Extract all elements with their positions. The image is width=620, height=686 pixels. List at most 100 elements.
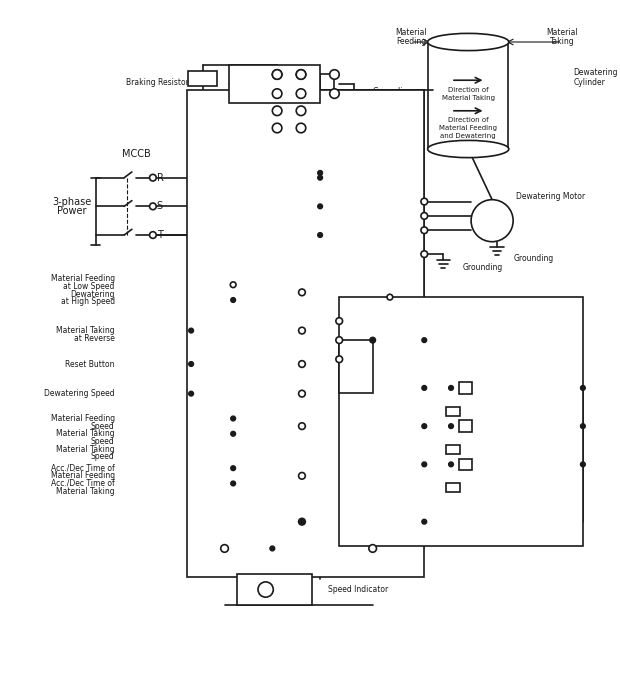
Text: X6(RST): X6(RST): [307, 359, 346, 369]
Text: Power: Power: [242, 236, 284, 250]
Text: T: T: [157, 230, 162, 240]
Bar: [446, 445, 459, 454]
Circle shape: [580, 462, 585, 466]
Text: at High Speed: at High Speed: [61, 298, 115, 307]
Text: Grounding: Grounding: [373, 87, 413, 96]
Text: Reset Button: Reset Button: [65, 359, 115, 368]
Circle shape: [272, 70, 282, 80]
Text: C: C: [330, 354, 337, 364]
Text: X3: X3: [307, 389, 319, 399]
Text: X1(RUN): X1(RUN): [307, 287, 348, 297]
Bar: [237, 574, 311, 605]
Text: R1K1: R1K1: [447, 399, 466, 405]
Text: R3B2: R3B2: [515, 414, 532, 419]
Text: Indicator of Fault: Indicator of Fault: [468, 310, 533, 319]
Text: R1K3: R1K3: [202, 407, 222, 416]
Text: Material Feeding: Material Feeding: [51, 414, 115, 423]
Text: at Low Speed: at Low Speed: [63, 282, 115, 291]
Circle shape: [230, 282, 236, 287]
Circle shape: [272, 123, 282, 133]
Text: S1: S1: [440, 374, 451, 383]
Circle shape: [330, 88, 339, 98]
Text: R2B2: R2B2: [515, 452, 532, 458]
Text: Material Taking: Material Taking: [56, 326, 115, 335]
Text: Grounding: Grounding: [513, 255, 554, 263]
Text: R3: R3: [461, 462, 469, 467]
Circle shape: [149, 203, 156, 210]
Text: Power: Power: [57, 206, 86, 216]
Circle shape: [387, 294, 392, 300]
Text: R3B1: R3B1: [515, 376, 532, 381]
Text: Feeding: Feeding: [396, 36, 426, 45]
Circle shape: [422, 424, 427, 429]
Circle shape: [421, 251, 428, 257]
Bar: [446, 484, 459, 492]
Bar: [229, 65, 320, 103]
Text: B: B: [330, 316, 337, 326]
Circle shape: [299, 289, 305, 296]
Bar: [459, 421, 472, 432]
Text: R2: R2: [461, 424, 469, 429]
Circle shape: [336, 356, 343, 363]
Circle shape: [296, 88, 306, 98]
Text: Dewatering Speed: Dewatering Speed: [44, 389, 115, 398]
Text: COM: COM: [427, 431, 450, 440]
Text: Direction of: Direction of: [448, 117, 489, 123]
Text: R3K2: R3K2: [202, 320, 222, 329]
Circle shape: [330, 70, 339, 80]
Text: Material: Material: [395, 28, 427, 37]
Circle shape: [272, 70, 282, 80]
Text: 3-phase: 3-phase: [52, 197, 91, 206]
Text: Grounding: Grounding: [463, 263, 503, 272]
Circle shape: [422, 519, 427, 524]
Text: Speed: Speed: [91, 452, 115, 461]
Text: R1K2: R1K2: [202, 272, 222, 281]
Text: Power: Power: [242, 245, 284, 259]
Circle shape: [258, 582, 273, 598]
Circle shape: [422, 338, 427, 342]
Text: X2(F/R): X2(F/R): [307, 326, 343, 335]
Text: Acc./Dec Time of: Acc./Dec Time of: [51, 479, 115, 488]
Text: Material: Material: [546, 28, 578, 37]
Text: Dewatering: Dewatering: [70, 289, 115, 299]
Text: R1K4: R1K4: [202, 457, 222, 466]
Text: Material Taking: Material Taking: [56, 486, 115, 495]
Circle shape: [449, 462, 453, 466]
Bar: [339, 297, 583, 545]
Text: W: W: [410, 225, 420, 235]
Text: ST: ST: [391, 280, 402, 289]
Text: Dewatering: Dewatering: [574, 68, 618, 77]
Text: R1B2: R1B2: [485, 452, 501, 458]
Text: Material Feeding: Material Feeding: [51, 274, 115, 283]
Ellipse shape: [428, 34, 509, 51]
Text: M0: M0: [245, 556, 260, 566]
Text: COM: COM: [307, 517, 330, 527]
Circle shape: [317, 176, 322, 180]
Text: A: A: [330, 335, 337, 345]
Text: Material Taking: Material Taking: [441, 95, 495, 102]
Bar: [446, 407, 459, 416]
Text: R2K1: R2K1: [447, 438, 466, 443]
Bar: [188, 71, 217, 86]
Text: Material Feeding: Material Feeding: [439, 125, 497, 131]
Text: R1: R1: [461, 386, 469, 390]
Circle shape: [231, 416, 236, 421]
Text: R2K3: R2K3: [202, 383, 222, 392]
Circle shape: [369, 545, 376, 552]
Circle shape: [296, 70, 306, 80]
Text: S3: S3: [440, 450, 451, 460]
Circle shape: [299, 390, 305, 397]
Text: Cylinder: Cylinder: [574, 78, 605, 86]
Text: M: M: [484, 211, 500, 230]
Text: MCCB: MCCB: [122, 149, 151, 158]
Text: R3K3: R3K3: [202, 425, 222, 434]
Circle shape: [270, 546, 275, 551]
Circle shape: [421, 198, 428, 205]
Text: Material Taking: Material Taking: [56, 445, 115, 453]
Circle shape: [188, 362, 193, 366]
Bar: [459, 382, 472, 394]
Text: AC Drive: AC Drive: [248, 206, 345, 226]
Text: R2K2: R2K2: [202, 291, 222, 300]
Circle shape: [421, 227, 428, 234]
Circle shape: [188, 328, 193, 333]
